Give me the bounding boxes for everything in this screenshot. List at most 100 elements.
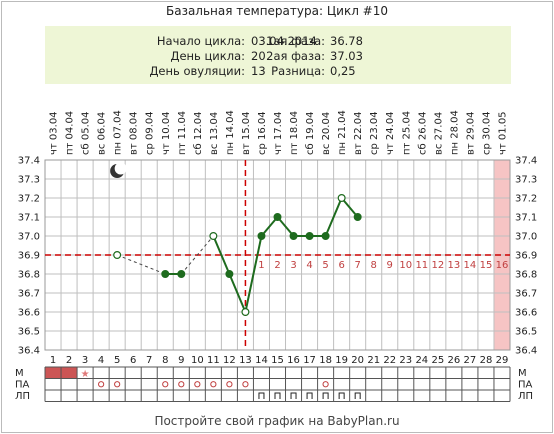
x-tick-label: 22 (383, 355, 396, 366)
date-label: вс 20.04 (321, 112, 332, 155)
date-label: сб 12.04 (193, 112, 204, 155)
date-label: вт 22.04 (353, 111, 364, 155)
x-tick-label: 18 (319, 355, 332, 366)
pa-marker (194, 381, 201, 388)
phase2-day-count: 7 (354, 260, 360, 271)
y-tick-label-left: 36.9 (18, 251, 40, 262)
date-label: ср 30.04 (481, 111, 492, 155)
x-tick-label: 26 (448, 355, 461, 366)
y-tick-label-right: 36.6 (515, 308, 537, 319)
pa-marker (226, 381, 233, 388)
data-point-hollow (209, 232, 218, 241)
data-point (177, 270, 186, 279)
y-tick-label-right: 36.5 (515, 327, 537, 338)
phase2-day-count: 1 (258, 260, 264, 271)
data-point (305, 232, 314, 241)
x-tick-label: 1 (50, 355, 56, 366)
x-tick-label: 9 (178, 355, 184, 366)
date-label: вс 13.04 (209, 112, 220, 155)
phase2-day-count: 8 (371, 260, 377, 271)
date-label: пн 21.04 (337, 110, 348, 155)
series-segment (228, 273, 247, 313)
x-tick-label: 17 (303, 355, 316, 366)
date-label: чт 03.04 (49, 111, 60, 155)
series-segment (324, 197, 343, 237)
date-label: пн 28.04 (449, 110, 460, 155)
y-tick-label-left: 36.6 (18, 308, 40, 319)
date-label: вт 15.04 (241, 111, 252, 155)
x-tick-label: 27 (464, 355, 477, 366)
lp-marker (306, 392, 313, 399)
date-label: вс 27.04 (433, 112, 444, 155)
moon-icon-cutout (114, 162, 127, 175)
x-tick-label: 23 (399, 355, 412, 366)
date-label: сб 05.04 (81, 112, 92, 155)
pa-marker (210, 381, 217, 388)
y-tick-label-right: 36.4 (515, 346, 537, 357)
series-segment (244, 235, 263, 313)
x-tick-label: 15 (271, 355, 284, 366)
x-tick-label: 20 (351, 355, 364, 366)
x-tick-label: 19 (335, 355, 348, 366)
row-label-right: М (518, 368, 527, 379)
x-tick-label: 13 (239, 355, 252, 366)
x-tick-label: 6 (130, 355, 136, 366)
date-label: ср 09.04 (145, 111, 156, 155)
date-label: чт 17.04 (273, 111, 284, 155)
difference-value: 0,25 (330, 64, 356, 78)
x-tick-label: 21 (367, 355, 380, 366)
phase2-day-count: 5 (322, 260, 328, 271)
chart-title: Базальная температура: Цикл #10 (165, 4, 388, 18)
period-cell (61, 367, 78, 379)
x-tick-label: 3 (82, 355, 88, 366)
cycle-start-value: 03.04.2014 (251, 34, 317, 48)
data-point-hollow (113, 251, 122, 260)
date-label: пн 14.04 (225, 110, 236, 155)
x-tick-label: 11 (207, 355, 220, 366)
x-tick-label: 28 (480, 355, 493, 366)
date-label: ср 16.04 (257, 111, 268, 155)
lp-marker (322, 392, 329, 399)
x-tick-label: 25 (431, 355, 444, 366)
date-label: пт 04.04 (65, 111, 76, 155)
y-tick-label-left: 36.7 (18, 289, 40, 300)
phase2-day-count: 6 (338, 260, 344, 271)
y-tick-label-left: 37.0 (18, 232, 40, 243)
x-tick-label: 10 (191, 355, 204, 366)
y-tick-label-right: 37.0 (515, 232, 537, 243)
x-tick-label: 4 (98, 355, 104, 366)
lp-marker (290, 392, 297, 399)
footer-link[interactable]: Постройте свой график на BabyPlan.ru (154, 414, 400, 428)
date-label: ср 23.04 (369, 111, 380, 155)
data-point (225, 270, 234, 279)
ovulation-day-label: День овуляции: (149, 64, 245, 78)
y-tick-label-left: 37.3 (18, 175, 40, 186)
period-cell (45, 367, 62, 379)
x-tick-label: 24 (415, 355, 428, 366)
row-label-right: ПА (518, 380, 533, 391)
cycle-start-label: Начало цикла: (156, 34, 245, 48)
date-label: пт 18.04 (289, 111, 300, 155)
difference-label: Разница: (271, 64, 325, 78)
y-tick-label-right: 37.2 (515, 194, 537, 205)
y-tick-label-left: 37.1 (18, 213, 40, 224)
x-tick-label: 14 (255, 355, 268, 366)
x-tick-label: 5 (114, 355, 120, 366)
y-tick-label-right: 37.1 (515, 213, 537, 224)
date-label: вт 29.04 (465, 111, 476, 155)
pa-marker (178, 381, 185, 388)
phase2-day-count: 14 (464, 260, 477, 271)
data-point (289, 232, 298, 241)
ovulation-day-value: 13 (251, 64, 266, 78)
phase2-day-count: 13 (448, 260, 461, 271)
date-label: сб 19.04 (305, 112, 316, 155)
pa-marker (322, 381, 329, 388)
phase2-day-count: 11 (415, 260, 428, 271)
y-tick-label-left: 37.2 (18, 194, 40, 205)
series-segment (340, 197, 359, 218)
lp-marker (338, 392, 345, 399)
data-point (257, 232, 266, 241)
y-tick-label-right: 36.7 (515, 289, 537, 300)
series-segment (260, 216, 279, 237)
